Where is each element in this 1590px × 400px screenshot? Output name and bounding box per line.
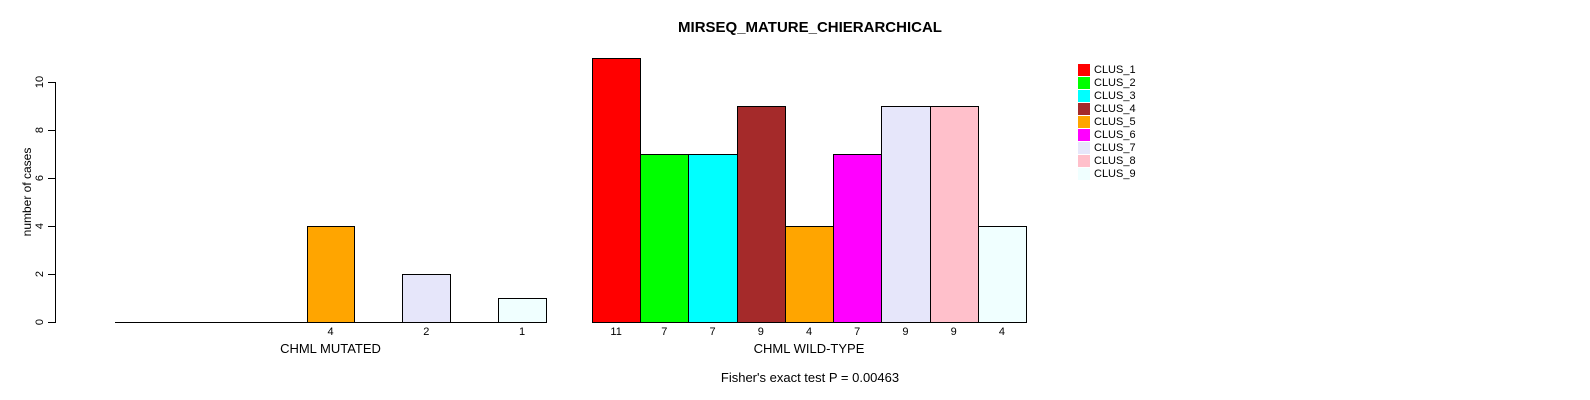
bar-value-label: 9 xyxy=(757,326,764,338)
bar xyxy=(402,274,451,322)
y-tick-label: 10 xyxy=(34,75,46,89)
legend-swatch xyxy=(1078,77,1090,89)
y-tick xyxy=(48,178,55,179)
bar-value-label: 9 xyxy=(902,326,909,338)
bar xyxy=(592,58,641,322)
y-tick-label: 6 xyxy=(34,174,46,182)
legend-label: CLUS_9 xyxy=(1094,168,1136,180)
y-tick xyxy=(48,130,55,131)
bar-value-label: 4 xyxy=(805,326,813,338)
bar xyxy=(688,154,738,322)
y-tick-label: 8 xyxy=(34,126,46,134)
legend-label: CLUS_8 xyxy=(1094,155,1136,167)
bar-value-label: 2 xyxy=(423,326,430,338)
legend-swatch xyxy=(1078,116,1090,128)
bar-value-label: 4 xyxy=(327,326,334,338)
y-tick xyxy=(48,82,55,83)
legend-swatch xyxy=(1078,129,1090,141)
legend-label: CLUS_3 xyxy=(1094,90,1136,102)
y-tick xyxy=(48,274,55,275)
bar xyxy=(498,298,547,322)
legend-swatch xyxy=(1078,90,1090,102)
bar xyxy=(833,154,882,322)
legend-label: CLUS_7 xyxy=(1094,142,1136,154)
bar xyxy=(737,106,786,322)
bar-value-label: 7 xyxy=(709,326,716,338)
bar xyxy=(881,106,931,322)
bar-value-label: 9 xyxy=(950,326,957,338)
legend-label: CLUS_2 xyxy=(1094,77,1136,89)
y-tick-label: 2 xyxy=(34,270,46,278)
bar-value-label: 7 xyxy=(854,326,861,338)
group-baseline xyxy=(592,322,1027,323)
legend-swatch xyxy=(1078,64,1090,76)
bar-value-label: 4 xyxy=(998,326,1005,338)
bar-value-label: 11 xyxy=(610,326,622,338)
legend-label: CLUS_5 xyxy=(1094,116,1136,128)
group-label: CHML MUTATED xyxy=(280,341,381,356)
y-tick-label: 4 xyxy=(34,222,46,230)
group-label: CHML WILD-TYPE xyxy=(753,341,865,356)
bar xyxy=(307,226,355,322)
chart-title: MIRSEQ_MATURE_CHIERARCHICAL xyxy=(678,19,942,36)
legend-swatch xyxy=(1078,103,1090,115)
y-tick-label: 0 xyxy=(34,318,46,326)
y-axis-label: number of cases xyxy=(20,147,34,237)
bar-value-label: 7 xyxy=(661,326,668,338)
y-tick xyxy=(48,226,55,227)
legend-label: CLUS_1 xyxy=(1094,64,1136,76)
legend-swatch xyxy=(1078,168,1090,180)
annotation-text: Fisher's exact test P = 0.00463 xyxy=(720,370,900,385)
y-axis-line xyxy=(55,82,56,323)
bar xyxy=(785,226,834,322)
y-tick xyxy=(48,322,55,323)
legend-swatch xyxy=(1078,155,1090,167)
bar xyxy=(978,226,1027,322)
legend-label: CLUS_4 xyxy=(1094,103,1136,115)
legend-swatch xyxy=(1078,142,1090,154)
group-baseline xyxy=(115,322,547,323)
bar xyxy=(640,154,689,322)
bar xyxy=(930,106,979,322)
bar-value-label: 1 xyxy=(518,326,526,338)
legend-label: CLUS_6 xyxy=(1094,129,1136,141)
